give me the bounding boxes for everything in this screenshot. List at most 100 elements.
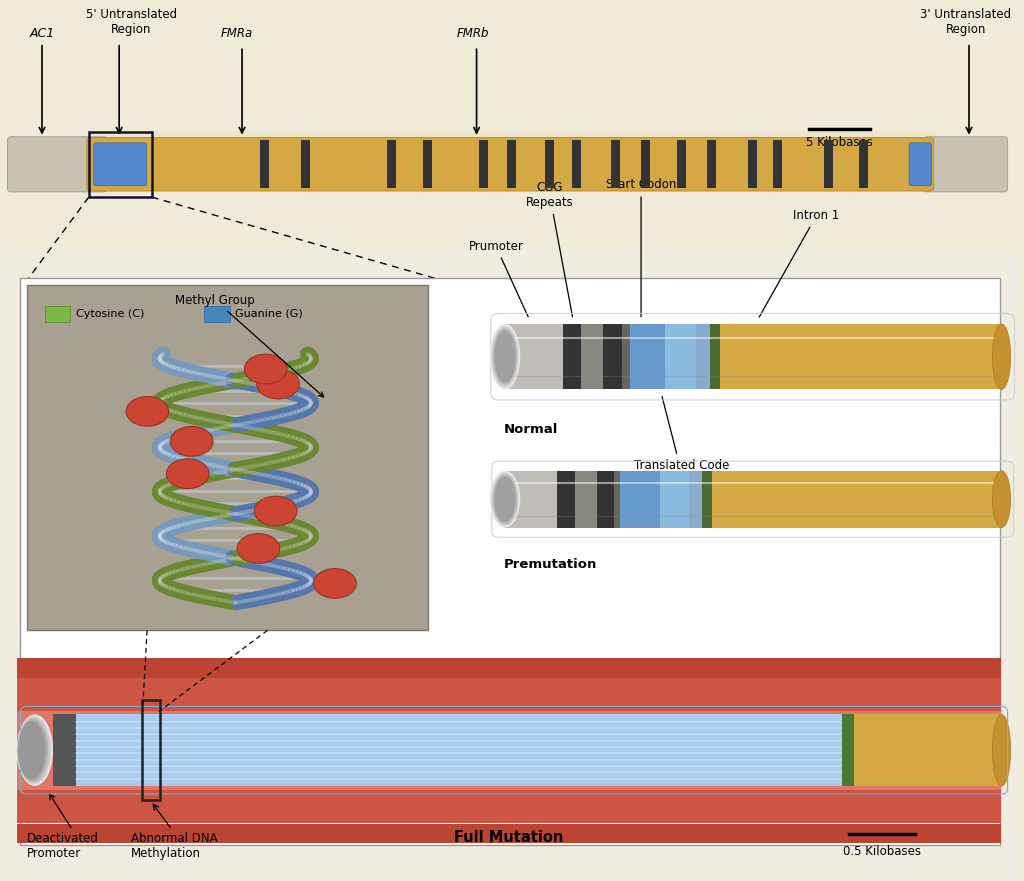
- FancyBboxPatch shape: [27, 285, 428, 631]
- Bar: [16, 658, 1001, 677]
- Bar: [620, 470, 660, 528]
- Bar: [16, 789, 1001, 823]
- Bar: [504, 470, 557, 528]
- Ellipse shape: [170, 426, 213, 456]
- Text: 5' Untranslated
Region: 5' Untranslated Region: [86, 8, 177, 36]
- Bar: [773, 140, 782, 189]
- Text: FMRa: FMRa: [221, 27, 253, 41]
- Ellipse shape: [492, 326, 519, 388]
- Ellipse shape: [245, 354, 287, 384]
- Bar: [613, 470, 620, 528]
- Bar: [557, 470, 575, 528]
- Bar: [597, 470, 613, 528]
- Bar: [824, 140, 833, 189]
- Bar: [16, 677, 1001, 711]
- Bar: [93, 132, 936, 145]
- Bar: [610, 140, 620, 189]
- Ellipse shape: [493, 474, 517, 524]
- Bar: [545, 140, 554, 189]
- Bar: [702, 470, 712, 528]
- Bar: [478, 140, 487, 189]
- Bar: [45, 306, 71, 322]
- FancyBboxPatch shape: [19, 278, 1000, 845]
- Text: Full Mutation: Full Mutation: [455, 830, 564, 845]
- Bar: [16, 711, 1001, 789]
- Bar: [16, 824, 1001, 843]
- Text: Deactivated
Promoter: Deactivated Promoter: [27, 833, 98, 861]
- Ellipse shape: [17, 716, 50, 784]
- Ellipse shape: [238, 534, 280, 563]
- Ellipse shape: [313, 568, 356, 598]
- Bar: [710, 324, 720, 389]
- Ellipse shape: [16, 714, 53, 786]
- Bar: [720, 324, 1001, 389]
- Ellipse shape: [126, 396, 169, 426]
- Text: 3' Untranslated
Region: 3' Untranslated Region: [921, 8, 1012, 36]
- Bar: [1, 5, 1017, 250]
- Ellipse shape: [254, 496, 297, 526]
- Bar: [504, 324, 563, 389]
- Ellipse shape: [489, 324, 520, 389]
- Bar: [76, 714, 842, 786]
- FancyBboxPatch shape: [94, 143, 146, 186]
- Bar: [575, 470, 597, 528]
- Ellipse shape: [18, 721, 45, 780]
- Bar: [563, 324, 582, 389]
- Ellipse shape: [495, 476, 516, 522]
- FancyBboxPatch shape: [7, 137, 106, 192]
- FancyBboxPatch shape: [924, 137, 1008, 192]
- Ellipse shape: [493, 329, 517, 385]
- Bar: [387, 140, 396, 189]
- Ellipse shape: [992, 324, 1011, 389]
- Bar: [1, 250, 1017, 879]
- Bar: [666, 324, 696, 389]
- Ellipse shape: [992, 470, 1011, 528]
- Ellipse shape: [166, 459, 209, 489]
- Bar: [260, 140, 269, 189]
- Text: Intron 1: Intron 1: [759, 209, 840, 317]
- Text: CGG
Repeats: CGG Repeats: [525, 181, 573, 317]
- Text: Cytosine (C): Cytosine (C): [76, 309, 144, 319]
- Bar: [630, 324, 666, 389]
- Bar: [859, 140, 868, 189]
- Bar: [622, 324, 630, 389]
- Bar: [696, 324, 710, 389]
- Ellipse shape: [492, 472, 519, 526]
- Text: Abnormal DNA
Methylation: Abnormal DNA Methylation: [131, 833, 218, 861]
- Ellipse shape: [992, 714, 1011, 786]
- Text: Guanine (G): Guanine (G): [234, 309, 303, 319]
- Bar: [842, 714, 854, 786]
- Bar: [423, 140, 432, 189]
- Bar: [689, 470, 702, 528]
- Text: Methyl Group: Methyl Group: [175, 293, 324, 397]
- Bar: [507, 140, 516, 189]
- Bar: [854, 714, 1001, 786]
- Text: Premutation: Premutation: [504, 559, 597, 571]
- Text: AC1: AC1: [30, 27, 54, 41]
- FancyBboxPatch shape: [87, 137, 934, 191]
- Bar: [53, 714, 76, 786]
- Bar: [712, 470, 1001, 528]
- FancyBboxPatch shape: [909, 143, 932, 186]
- Bar: [748, 140, 757, 189]
- Text: 5 Kilobases: 5 Kilobases: [806, 137, 872, 149]
- Text: Normal: Normal: [504, 423, 558, 436]
- Bar: [301, 140, 310, 189]
- Bar: [603, 324, 622, 389]
- Bar: [572, 140, 582, 189]
- Text: 0.5 Kilobases: 0.5 Kilobases: [843, 845, 922, 857]
- Bar: [582, 324, 603, 389]
- Bar: [677, 140, 686, 189]
- Text: Start Codon: Start Codon: [606, 178, 676, 317]
- Bar: [660, 470, 689, 528]
- Bar: [205, 306, 229, 322]
- Ellipse shape: [257, 369, 299, 399]
- Text: Translated Code
(exon 1): Translated Code (exon 1): [634, 396, 729, 487]
- Text: Prumoter: Prumoter: [468, 240, 528, 317]
- Ellipse shape: [489, 470, 520, 528]
- Text: FMRb: FMRb: [457, 27, 488, 41]
- Ellipse shape: [495, 330, 516, 383]
- Ellipse shape: [17, 719, 48, 781]
- Bar: [707, 140, 716, 189]
- Bar: [641, 140, 650, 189]
